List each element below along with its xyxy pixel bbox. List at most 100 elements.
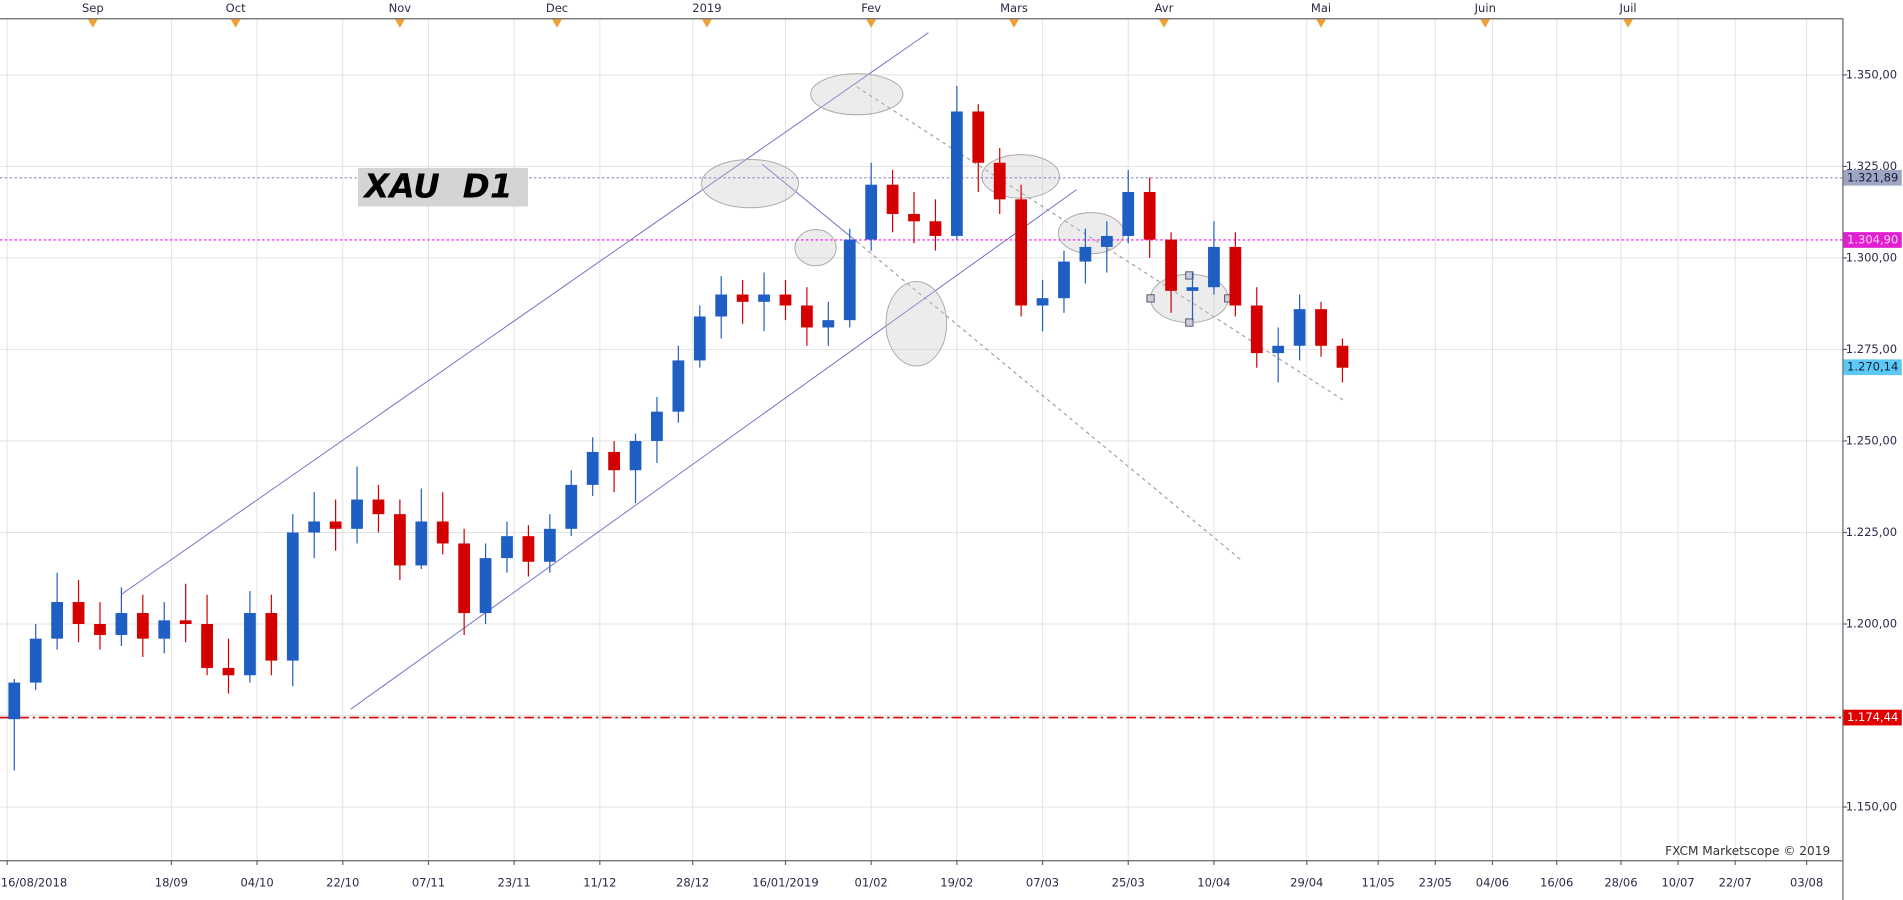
month-label: Fev xyxy=(861,1,881,15)
candle-body xyxy=(29,638,42,683)
candle-body xyxy=(158,620,171,639)
candle-body xyxy=(329,521,342,529)
x-tick-label: 22/07 xyxy=(1719,876,1752,890)
candle-body xyxy=(372,499,385,515)
candle-body xyxy=(929,221,942,236)
x-tick-label: 07/03 xyxy=(1026,876,1059,890)
candle-body xyxy=(908,213,920,222)
candle-body xyxy=(715,294,728,317)
y-tick-label: 1.250,00 xyxy=(1846,433,1897,447)
y-tick-label: 1.325,00 xyxy=(1846,159,1897,173)
x-tick-label: 23/11 xyxy=(498,876,531,890)
channel-lower xyxy=(350,189,1077,710)
candle-body xyxy=(779,294,792,306)
month-label: Juil xyxy=(1619,1,1637,15)
x-tick-label: 16/06 xyxy=(1540,876,1573,890)
y-tick-label: 1.225,00 xyxy=(1846,525,1897,539)
candle-body xyxy=(843,239,856,321)
candle-body xyxy=(1250,305,1263,354)
candle-body xyxy=(179,620,192,625)
candle-body xyxy=(758,294,770,302)
candle-body xyxy=(1165,239,1177,291)
candle-body xyxy=(801,305,813,328)
candle-body xyxy=(415,521,428,566)
level-box xyxy=(1843,169,1902,186)
chart-title: XAU D1 xyxy=(362,168,513,206)
month-marker xyxy=(395,19,405,28)
title-box xyxy=(358,167,528,207)
x-tick-label: 28/06 xyxy=(1604,876,1637,890)
channel-upper xyxy=(121,32,929,595)
candle-body xyxy=(950,111,963,236)
y-tick-label: 1.300,00 xyxy=(1846,250,1897,264)
ellipse xyxy=(701,158,800,209)
candle-body xyxy=(244,613,256,676)
candle-body xyxy=(1293,309,1306,346)
ellipse xyxy=(794,229,837,267)
candle-body xyxy=(8,682,21,720)
candle-body xyxy=(136,613,149,639)
candle-body xyxy=(1036,298,1049,306)
x-tick-label: 11/05 xyxy=(1362,876,1395,890)
y-tick-label: 1.275,00 xyxy=(1846,342,1897,356)
month-marker xyxy=(866,19,877,28)
candle-body xyxy=(265,613,278,661)
x-tick-label: 28/12 xyxy=(676,876,709,890)
candle-body xyxy=(1229,246,1242,306)
month-marker xyxy=(230,19,241,28)
x-tick-label: 01/02 xyxy=(855,876,888,890)
level-label: 1.270,14 xyxy=(1847,360,1898,374)
month-marker xyxy=(552,19,562,28)
x-tick-label: 04/10 xyxy=(240,876,273,890)
candle-body xyxy=(586,451,599,485)
candles xyxy=(8,85,1349,771)
x-tick-label: 10/04 xyxy=(1197,876,1230,890)
candle-body xyxy=(286,532,299,661)
candle-body xyxy=(972,111,985,163)
candle-body xyxy=(201,624,213,668)
candle-body xyxy=(1272,345,1285,354)
candle-body xyxy=(1079,246,1092,262)
level-label: 1.174,44 xyxy=(1847,710,1898,724)
x-tick-label: 23/05 xyxy=(1419,876,1452,890)
y-tick-label: 1.150,00 xyxy=(1846,800,1897,814)
source: FXCM Marketscope © 2019 xyxy=(1665,844,1830,858)
y-tick-label: 1.350,00 xyxy=(1846,67,1897,81)
candle-body xyxy=(822,320,835,328)
x-tick-label: 22/10 xyxy=(326,876,359,890)
month-marker xyxy=(87,19,98,28)
candle-body xyxy=(1336,345,1349,368)
candle-body xyxy=(1058,261,1070,299)
candle-body xyxy=(693,316,706,361)
month-marker xyxy=(1623,19,1633,28)
x-tick-label: 07/11 xyxy=(412,876,445,890)
candle-body xyxy=(1015,199,1028,306)
level-box xyxy=(1843,232,1902,248)
candle-body xyxy=(393,514,406,566)
month-label: Mars xyxy=(1000,1,1028,15)
dashed-trend xyxy=(856,241,1241,560)
candle-body xyxy=(1100,235,1113,247)
candle-body xyxy=(886,184,899,214)
month-label: Oct xyxy=(226,1,246,15)
month-label: Dec xyxy=(546,1,568,15)
ellipse xyxy=(810,73,904,116)
x-tick-label: 18/09 xyxy=(155,876,188,890)
candle-body xyxy=(1122,192,1135,236)
candle-body xyxy=(308,521,321,533)
level-label: 1.304,90 xyxy=(1847,232,1898,246)
trend-segment xyxy=(761,163,858,242)
candle-body xyxy=(993,162,1006,200)
candle-body xyxy=(436,521,449,544)
month-marker xyxy=(1480,19,1491,28)
dashed-trend xyxy=(856,86,1346,402)
month-label: Avr xyxy=(1155,1,1174,15)
candle-body xyxy=(736,294,749,302)
candle-body xyxy=(522,536,535,562)
candle-body xyxy=(651,411,663,441)
month-marker xyxy=(702,19,712,28)
month-label: Nov xyxy=(389,1,412,15)
x-tick-label: 19/02 xyxy=(940,876,973,890)
